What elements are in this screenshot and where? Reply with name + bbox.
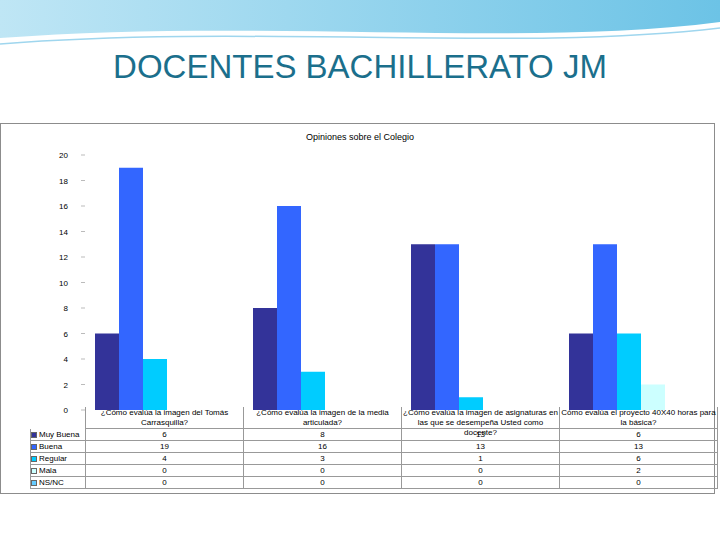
table-value: 3	[243, 453, 401, 465]
table-value: 0	[85, 477, 243, 489]
decor-band	[0, 0, 720, 38]
tick-label: 2	[64, 381, 69, 390]
tick-label: 12	[59, 253, 68, 262]
legend-label: Muy Buena	[39, 429, 79, 441]
category-label: ¿Cómo evalúa la imagen de asignaturas en…	[401, 407, 559, 429]
legend-swatch	[31, 468, 37, 474]
table-row	[30, 429, 717, 441]
tick-mark	[81, 384, 85, 385]
bar	[95, 334, 119, 411]
table-value: 0	[559, 477, 717, 489]
data-table: ¿Cómo evalúa la imagen del Tomás Carrasq…	[0, 0, 720, 540]
table-row	[30, 477, 717, 489]
tick-label: 16	[59, 202, 68, 211]
legend-swatch	[31, 432, 37, 438]
table-border	[30, 429, 31, 489]
category-label: ¿Cómo evalúa la imagen de la media artic…	[243, 407, 401, 429]
table-value: 0	[401, 465, 559, 477]
bar	[435, 244, 459, 410]
table-value: 13	[401, 441, 559, 453]
tick-label: 4	[64, 355, 69, 364]
category-label: ¿Cómo evalúa la imagen del Tomás Carrasq…	[85, 407, 243, 429]
bar	[119, 168, 143, 410]
table-value: 0	[85, 465, 243, 477]
table-value: 6	[559, 453, 717, 465]
table-row	[30, 465, 717, 477]
table-value: 8	[243, 429, 401, 441]
tick-label: 6	[64, 330, 69, 339]
table-value: 1	[401, 453, 559, 465]
table-value: 19	[85, 441, 243, 453]
table-value: 0	[243, 477, 401, 489]
tick-label: 14	[59, 228, 68, 237]
legend-swatch	[31, 456, 37, 462]
table-border	[717, 407, 718, 489]
legend-label: NS/NC	[39, 477, 64, 489]
tick-label: 8	[64, 304, 69, 313]
tick-mark	[81, 308, 85, 309]
bar	[569, 334, 593, 411]
bars	[95, 168, 665, 410]
bar	[143, 359, 167, 410]
tick-mark	[81, 206, 85, 207]
bar	[617, 334, 641, 411]
tick-mark	[81, 257, 85, 258]
table-value: 13	[559, 441, 717, 453]
chart-title: Opiniones sobre el Colegio	[306, 132, 414, 142]
tick-mark	[81, 359, 85, 360]
table-value: 6	[85, 429, 243, 441]
tick-label: 10	[59, 279, 68, 288]
canvas: DOCENTES BACHILLERATO JM Opiniones sobre …	[0, 0, 720, 540]
table-value: 4	[85, 453, 243, 465]
table-value: 16	[243, 441, 401, 453]
chart-frame	[1, 124, 715, 494]
tick-mark	[81, 231, 85, 232]
table-row	[30, 441, 717, 453]
table-value: 2	[559, 465, 717, 477]
bar	[411, 244, 435, 410]
legend-swatch	[31, 480, 37, 486]
tick-mark	[81, 180, 85, 181]
bar	[253, 308, 277, 410]
bar	[593, 244, 617, 410]
bar	[277, 206, 301, 410]
slide-title: DOCENTES BACHILLERATO JM	[113, 48, 607, 85]
tick-label: 18	[59, 177, 68, 186]
tick-label: 20	[59, 151, 68, 160]
legend-swatch	[31, 444, 37, 450]
tick-mark	[81, 333, 85, 334]
category-label: Cómo evalúa el proyecto 40X40 horas para…	[559, 407, 717, 429]
legend-label: Buena	[39, 441, 62, 453]
table-value: 13	[401, 429, 559, 441]
table-value: 0	[243, 465, 401, 477]
bar	[301, 372, 325, 410]
table-value: 6	[559, 429, 717, 441]
tick-label: 0	[64, 406, 69, 415]
tick-mark	[81, 282, 85, 283]
tick-mark	[81, 155, 85, 156]
table-value: 0	[401, 477, 559, 489]
legend-label: Mala	[39, 465, 56, 477]
table-row	[30, 453, 717, 465]
decor-line	[0, 28, 720, 44]
legend-label: Regular	[39, 453, 67, 465]
